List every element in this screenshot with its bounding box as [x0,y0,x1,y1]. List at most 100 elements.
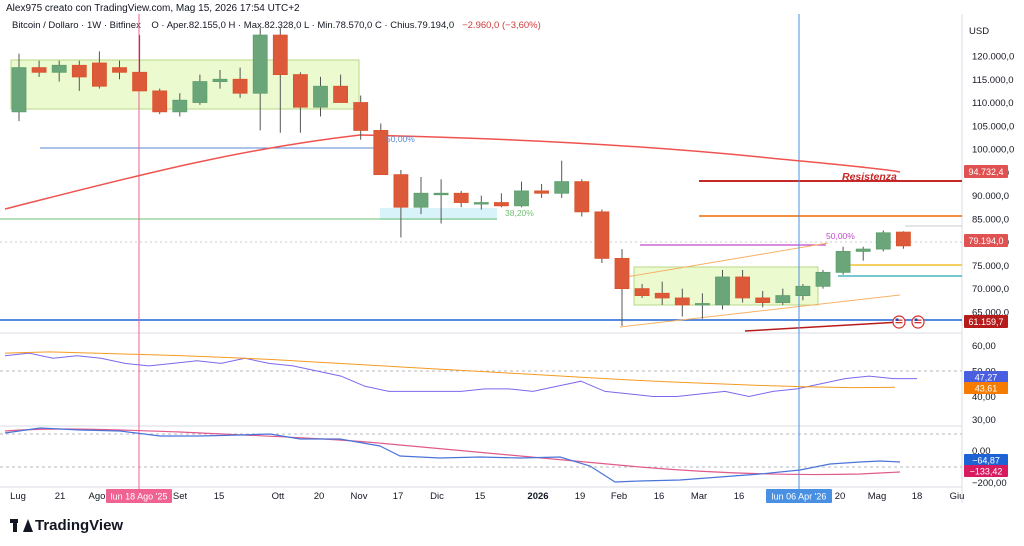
candle-body [393,174,409,208]
candle-body [252,34,268,94]
price-tick: 105.000,0 [972,121,1014,132]
candle-body [313,85,328,108]
tradingview-logo-icon [10,519,33,532]
candle [795,283,811,301]
candle [313,76,328,117]
candle-body [353,102,369,131]
candle [353,95,369,140]
time-tick: 2026 [527,491,548,502]
osc1-tick: 40,00 [972,392,996,403]
candle-body [715,276,730,306]
price-label-bg [964,234,1008,247]
candle [775,288,791,305]
candle [132,35,148,92]
price-label: 61.159,7 [964,315,1008,328]
price-tick: 70.000,0 [972,284,1009,295]
candle [554,160,570,198]
candle-body [71,64,87,78]
osc-value-text: −133,42 [970,467,1003,477]
candle-body [554,181,570,194]
candle [232,67,248,98]
price-label: 79.194,0 [964,234,1008,247]
candle-body [835,251,851,273]
time-tick: Feb [611,491,627,502]
candle [815,270,831,289]
price-tick: 75.000,0 [972,261,1009,272]
candle-body [735,276,750,299]
candle [755,290,771,308]
candle-body [755,297,771,303]
candle-body [232,78,248,94]
candle-body [514,190,529,207]
candle-body [292,74,308,108]
candle [875,230,891,252]
flag-stripe [914,319,922,321]
brand-label: TradingView [35,517,124,534]
osc-value-label: −133,42 [964,465,1008,477]
candle-body [192,81,208,103]
candle [71,60,87,91]
price-label-text: 79.194,0 [968,236,1003,246]
price-label-text: 61.159,7 [968,317,1003,327]
osc-value-bg [964,465,1008,477]
candle-body [574,181,590,213]
candle [292,72,308,133]
flag-canton [895,318,899,321]
flag-stripe [895,322,903,324]
tradingview-logo[interactable]: TradingView [10,517,123,534]
price-tick: 85.000,0 [972,214,1009,225]
price-tick: 100.000,0 [972,145,1014,156]
time-tick: 21 [55,491,66,502]
candle-body [373,130,389,176]
candle-body [493,202,509,207]
candle [715,270,730,310]
osc2-signal-line [4,428,901,476]
candle [433,179,449,224]
candle-body [112,67,127,73]
osc2-tick: 30,00 [972,415,996,426]
candle [252,28,268,131]
symbol-name[interactable]: Bitcoin / Dollaro · 1W · Bitfinex [12,20,141,31]
time-tick: 15 [475,491,486,502]
candle-body [815,271,831,287]
flag-stripe [914,322,922,324]
candle-body [453,192,469,203]
osc-value-text: 43,61 [975,384,998,394]
candle [413,176,429,215]
fib-label: 50,00% [386,134,415,144]
candle [453,190,469,208]
price-tick: 120.000,0 [972,52,1014,63]
candle-body [614,257,630,290]
candle [272,28,288,133]
candle-body [534,190,549,194]
price-label-bg [964,315,1008,328]
osc-value-label: −64,87 [964,454,1008,466]
candle-body [674,297,690,306]
candle [735,270,750,303]
candle-body [212,78,228,82]
osc2-tick: −200,00 [972,478,1007,489]
us-flag-icon [911,315,925,329]
candle [634,283,650,298]
fib-zone [380,208,497,220]
candle-body [695,303,710,306]
candle [31,60,47,77]
osc1-tick: 60,00 [972,341,996,352]
price-label-text: 94.732,4 [968,167,1003,177]
price-tick: 110.000,0 [972,98,1014,109]
time-tick: 16 [734,491,745,502]
candle [695,293,710,319]
candle [514,181,529,208]
moving-average-line [4,134,901,210]
candle [333,74,349,103]
candle-body [875,232,891,250]
candle-body [31,67,47,73]
time-tick: Mag [868,491,886,502]
date-marker-text: lun 06 Apr '26 [772,492,827,502]
symbol-info: Bitcoin / Dollaro · 1W · Bitfinex O · Ap… [12,20,541,31]
osc-value-bg [964,454,1008,466]
date-marker-bg [106,489,172,503]
candle [835,246,851,275]
candle [614,249,630,326]
